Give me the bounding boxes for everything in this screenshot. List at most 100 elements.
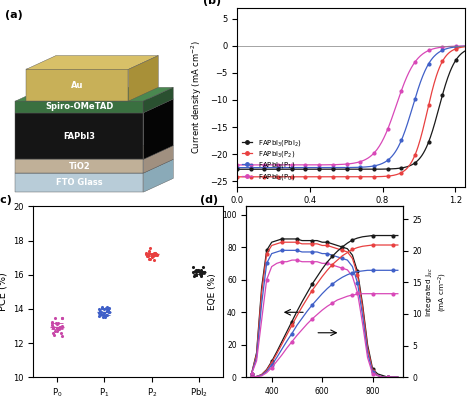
Point <box>146 255 154 262</box>
Point <box>103 308 110 314</box>
Polygon shape <box>15 87 173 101</box>
Polygon shape <box>15 101 143 113</box>
Point <box>100 305 108 312</box>
Point <box>102 312 109 318</box>
Point <box>196 268 203 275</box>
Point <box>201 268 208 275</box>
Point <box>100 312 107 318</box>
Point <box>191 272 199 278</box>
Point <box>56 324 64 330</box>
Polygon shape <box>15 113 143 159</box>
Point <box>49 324 57 330</box>
Y-axis label: PCE (%): PCE (%) <box>0 272 7 311</box>
Point <box>58 315 66 322</box>
Point <box>96 310 103 316</box>
Polygon shape <box>26 56 158 69</box>
Point <box>152 250 159 256</box>
Point <box>194 267 201 273</box>
Point <box>192 272 200 278</box>
Point <box>142 251 150 258</box>
Point <box>198 271 205 277</box>
Point <box>58 322 66 329</box>
Point <box>53 321 61 328</box>
Point <box>56 324 64 330</box>
Point <box>196 270 204 277</box>
Polygon shape <box>128 56 158 101</box>
Point <box>149 252 157 258</box>
Point <box>96 308 104 314</box>
Point <box>192 268 200 275</box>
Text: (c): (c) <box>0 195 12 205</box>
Polygon shape <box>15 173 143 192</box>
Polygon shape <box>143 146 173 173</box>
Point <box>198 269 206 275</box>
Point <box>197 271 205 277</box>
Point <box>103 312 111 318</box>
Polygon shape <box>15 159 143 173</box>
Point <box>145 248 153 254</box>
Point <box>101 314 109 320</box>
Legend: FAPbI$_3$(PbI$_2$), FAPbI$_3$(P$_2$), FAPbI$_3$(P$_1$), FAPbI$_3$(P$_0$): FAPbI$_3$(PbI$_2$), FAPbI$_3$(P$_2$), FA… <box>240 136 303 183</box>
Point <box>58 315 66 321</box>
Point <box>150 252 158 258</box>
Point <box>48 319 56 325</box>
Y-axis label: Integrated J$_{sc}$
(mA cm$^{-2}$): Integrated J$_{sc}$ (mA cm$^{-2}$) <box>425 267 449 317</box>
Point <box>51 328 58 334</box>
Polygon shape <box>143 87 173 113</box>
Point <box>153 251 160 257</box>
Point <box>97 309 105 315</box>
Point <box>146 245 154 252</box>
Point <box>148 252 155 258</box>
Polygon shape <box>15 159 173 173</box>
Point <box>98 304 106 310</box>
Point <box>104 307 111 314</box>
Point <box>192 267 200 273</box>
Polygon shape <box>143 99 173 159</box>
Point <box>51 315 58 321</box>
Point <box>104 305 111 312</box>
Point <box>105 305 113 312</box>
Text: FTO Glass: FTO Glass <box>56 178 103 187</box>
Text: (a): (a) <box>5 10 22 20</box>
Point <box>143 250 150 256</box>
Point <box>193 267 201 274</box>
Polygon shape <box>15 146 173 159</box>
Point <box>97 312 104 318</box>
Point <box>150 250 157 256</box>
Point <box>197 273 205 279</box>
Point <box>190 268 197 275</box>
Point <box>191 273 198 279</box>
Point <box>149 252 157 259</box>
Point <box>149 251 156 258</box>
Point <box>99 305 106 311</box>
Point <box>55 325 63 331</box>
Point <box>194 267 201 274</box>
Point <box>103 304 111 310</box>
Point <box>48 322 55 328</box>
Y-axis label: Current density (mA cm$^{-2}$): Current density (mA cm$^{-2}$) <box>190 40 204 154</box>
Point <box>105 308 112 315</box>
Text: Au: Au <box>71 81 83 90</box>
Point <box>57 330 65 336</box>
Point <box>154 252 161 258</box>
Polygon shape <box>26 69 128 101</box>
Point <box>55 326 63 332</box>
Point <box>144 253 151 260</box>
Polygon shape <box>15 99 173 113</box>
Text: (d): (d) <box>200 195 218 205</box>
Point <box>143 252 151 258</box>
Point <box>98 310 105 317</box>
Text: FAPbI3: FAPbI3 <box>64 131 95 141</box>
Point <box>192 272 200 278</box>
Point <box>53 325 61 331</box>
Point <box>148 254 156 260</box>
Point <box>151 250 158 256</box>
Point <box>49 325 56 331</box>
Point <box>148 251 155 257</box>
Point <box>144 251 152 257</box>
Point <box>95 306 103 312</box>
Point <box>105 309 113 315</box>
Point <box>54 328 61 334</box>
Text: (b): (b) <box>203 0 221 6</box>
Point <box>197 266 205 273</box>
